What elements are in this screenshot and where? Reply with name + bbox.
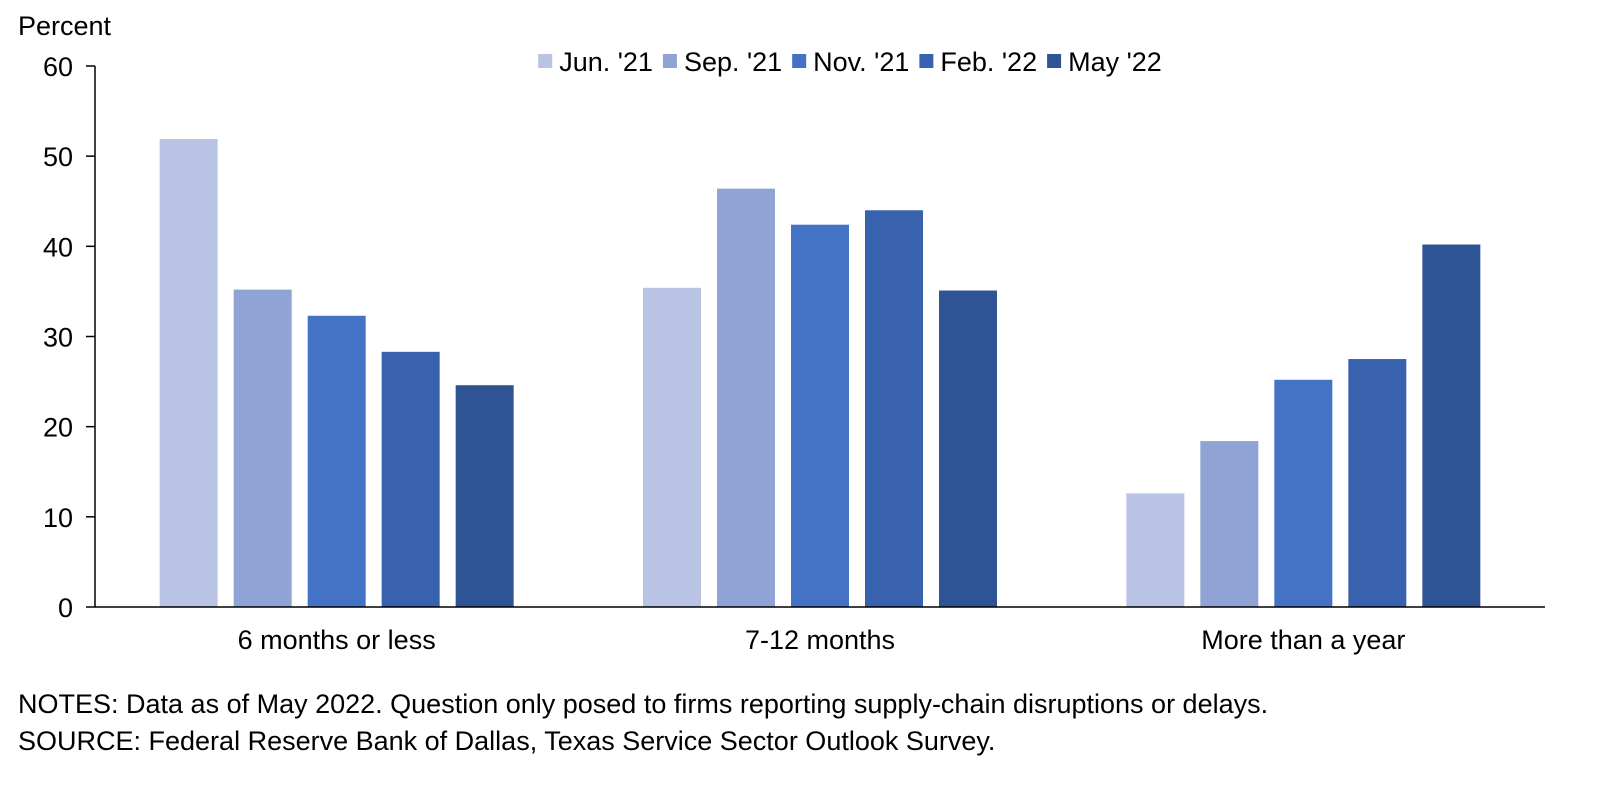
- legend-item: May '22: [1047, 47, 1162, 77]
- y-axis-unit-label: Percent: [18, 11, 112, 41]
- bar: [939, 290, 997, 607]
- x-category-label: 6 months or less: [238, 625, 436, 655]
- y-tick-label: 50: [43, 142, 73, 172]
- bar: [1274, 379, 1333, 607]
- legend-label: Nov. '21: [813, 47, 909, 77]
- legend-swatch: [792, 54, 807, 68]
- chart-notes: NOTES: Data as of May 2022. Question onl…: [18, 686, 1268, 760]
- bar: [307, 315, 366, 607]
- legend-label: Feb. '22: [940, 47, 1037, 77]
- bar: [1126, 493, 1185, 607]
- y-tick-label: 60: [43, 52, 73, 82]
- bar: [159, 139, 218, 607]
- legend-swatch: [662, 54, 677, 68]
- bar: [865, 210, 923, 607]
- bar: [381, 351, 440, 607]
- legend-item: Jun. '21: [538, 47, 653, 77]
- legend-label: Sep. '21: [684, 47, 782, 77]
- legend-item: Feb. '22: [919, 47, 1037, 77]
- x-axis: 6 months or less 7-12 months More than a y…: [95, 606, 1545, 655]
- y-tick-label: 40: [43, 232, 73, 262]
- x-category-label: 7-12 months: [745, 625, 895, 655]
- legend-swatch: [919, 54, 934, 68]
- legend-swatch: [538, 54, 553, 68]
- bar: [643, 287, 701, 607]
- legend-label: May '22: [1068, 47, 1162, 77]
- bar: [455, 385, 514, 607]
- legend-item: Nov. '21: [792, 47, 909, 77]
- legend-label: Jun. '21: [559, 47, 653, 77]
- bar: [1422, 244, 1481, 607]
- legend-swatch: [1047, 54, 1062, 68]
- bar: [1200, 441, 1259, 607]
- y-tick-label: 0: [58, 593, 73, 623]
- bar-chart: Percent Jun. '21 Sep. '21 Nov. '21 Feb. '22…: [18, 11, 1545, 655]
- y-tick-label: 30: [43, 323, 73, 353]
- x-category-label: More than a year: [1201, 625, 1405, 655]
- notes-line: NOTES: Data as of May 2022. Question onl…: [18, 689, 1269, 719]
- bar: [233, 289, 292, 607]
- bar: [791, 224, 849, 607]
- legend-item: Sep. '21: [662, 47, 782, 77]
- bars: [159, 139, 1481, 608]
- source-line: SOURCE: Federal Reserve Bank of Dallas, …: [18, 726, 996, 756]
- y-tick-label: 10: [43, 503, 73, 533]
- legend: Jun. '21 Sep. '21 Nov. '21 Feb. '22 May '22: [538, 47, 1162, 77]
- bar: [717, 188, 775, 608]
- y-axis: 0 10 20 30 40 50 60: [43, 52, 96, 623]
- bar: [1348, 359, 1407, 607]
- y-tick-label: 20: [43, 413, 73, 443]
